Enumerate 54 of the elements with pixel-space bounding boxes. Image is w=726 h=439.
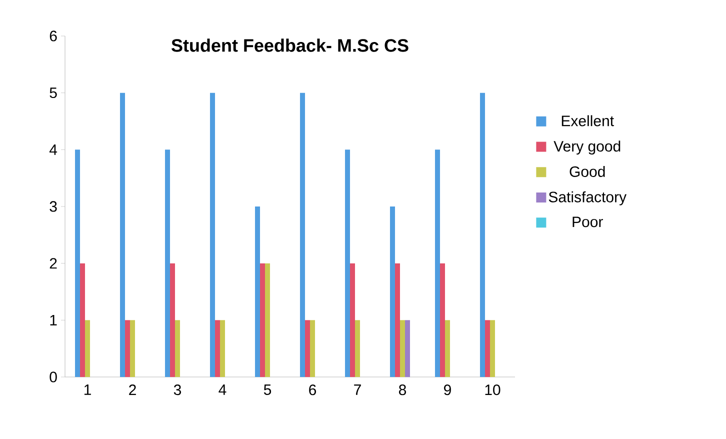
bar [305,320,310,377]
legend-label: Good [570,166,605,177]
x-tick-label: 9 [444,384,451,396]
bar [355,320,360,377]
bar [350,263,355,377]
x-tick-label: 2 [129,384,136,395]
bar [85,320,90,377]
bar [445,320,450,377]
bar [75,150,80,377]
legend-label: Poor [572,216,603,228]
bar [300,92,306,377]
x-tick-label: 10 [485,384,500,396]
bar [80,263,86,377]
x-tick-label: 5 [264,384,272,395]
bar [310,320,315,377]
y-tick-label: 5 [50,88,57,98]
bar [490,320,495,377]
y-tick-label: 4 [49,144,58,155]
bar [390,206,395,377]
x-tick-label: 6 [309,384,316,396]
x-tick-label: 7 [354,384,361,395]
y-tick-label: 1 [50,314,57,326]
y-tick-label: 0 [50,372,57,382]
x-tick-label: 1 [84,384,91,395]
bar [220,320,226,377]
x-tick-label: 8 [398,384,406,396]
bar [400,320,405,377]
bar [210,92,216,377]
bar [260,263,266,377]
bar [165,150,170,377]
bar [215,320,220,377]
y-tick-label: 2 [50,258,57,269]
x-tick-label: 3 [174,384,182,396]
bar [255,206,260,377]
legend-label: Satisfactory [548,191,627,206]
bar [130,320,136,377]
bar [434,150,440,377]
bar [125,320,130,377]
bar [120,92,126,377]
bar [485,320,490,377]
legend-label: Very good [554,140,620,155]
bar [265,263,270,377]
bar [175,320,180,377]
y-tick-label: 3 [50,201,57,212]
bar [405,320,410,377]
y-tick-label: 6 [50,30,57,42]
legend-label: Exellent [562,115,614,126]
bar [395,263,400,377]
bar [480,92,485,377]
x-tick-label: 4 [218,384,226,395]
bar [440,263,445,377]
bar [170,263,176,377]
bar [345,150,350,377]
chart-title: Student Feedback- M.Sc CS [172,38,408,52]
